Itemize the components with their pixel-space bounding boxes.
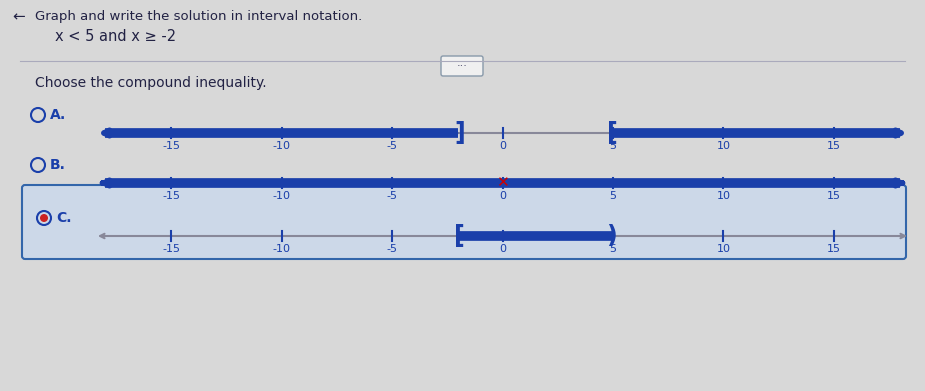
Text: 0: 0 xyxy=(499,191,506,201)
Text: [: [ xyxy=(607,121,617,145)
Text: -10: -10 xyxy=(273,141,290,151)
Text: 10: 10 xyxy=(716,191,731,201)
Circle shape xyxy=(40,214,48,222)
Text: ···: ··· xyxy=(457,61,467,71)
FancyBboxPatch shape xyxy=(22,185,906,259)
Text: ): ) xyxy=(607,224,617,248)
Text: -15: -15 xyxy=(162,141,180,151)
Text: 10: 10 xyxy=(716,244,731,254)
Text: [: [ xyxy=(454,224,464,248)
Text: 0: 0 xyxy=(499,244,506,254)
Text: 5: 5 xyxy=(610,244,616,254)
Text: ←: ← xyxy=(12,9,25,24)
Text: x < 5 and x ≥ -2: x < 5 and x ≥ -2 xyxy=(55,29,176,44)
Text: ✕: ✕ xyxy=(496,176,509,190)
Text: ]: ] xyxy=(454,121,464,145)
Text: 15: 15 xyxy=(827,191,841,201)
Text: 15: 15 xyxy=(827,244,841,254)
Text: -5: -5 xyxy=(387,244,398,254)
Text: 15: 15 xyxy=(827,141,841,151)
Text: -15: -15 xyxy=(162,191,180,201)
Text: -5: -5 xyxy=(387,141,398,151)
Text: A.: A. xyxy=(50,108,67,122)
Text: -10: -10 xyxy=(273,244,290,254)
Text: 5: 5 xyxy=(610,141,616,151)
Text: Graph and write the solution in interval notation.: Graph and write the solution in interval… xyxy=(35,10,363,23)
Text: 0: 0 xyxy=(499,141,506,151)
Text: -15: -15 xyxy=(162,244,180,254)
FancyBboxPatch shape xyxy=(441,56,483,76)
Text: -5: -5 xyxy=(387,191,398,201)
Text: Choose the compound inequality.: Choose the compound inequality. xyxy=(35,76,266,90)
Text: 10: 10 xyxy=(716,141,731,151)
Text: B.: B. xyxy=(50,158,66,172)
Text: C.: C. xyxy=(56,211,71,225)
Text: -10: -10 xyxy=(273,191,290,201)
Text: 5: 5 xyxy=(610,191,616,201)
